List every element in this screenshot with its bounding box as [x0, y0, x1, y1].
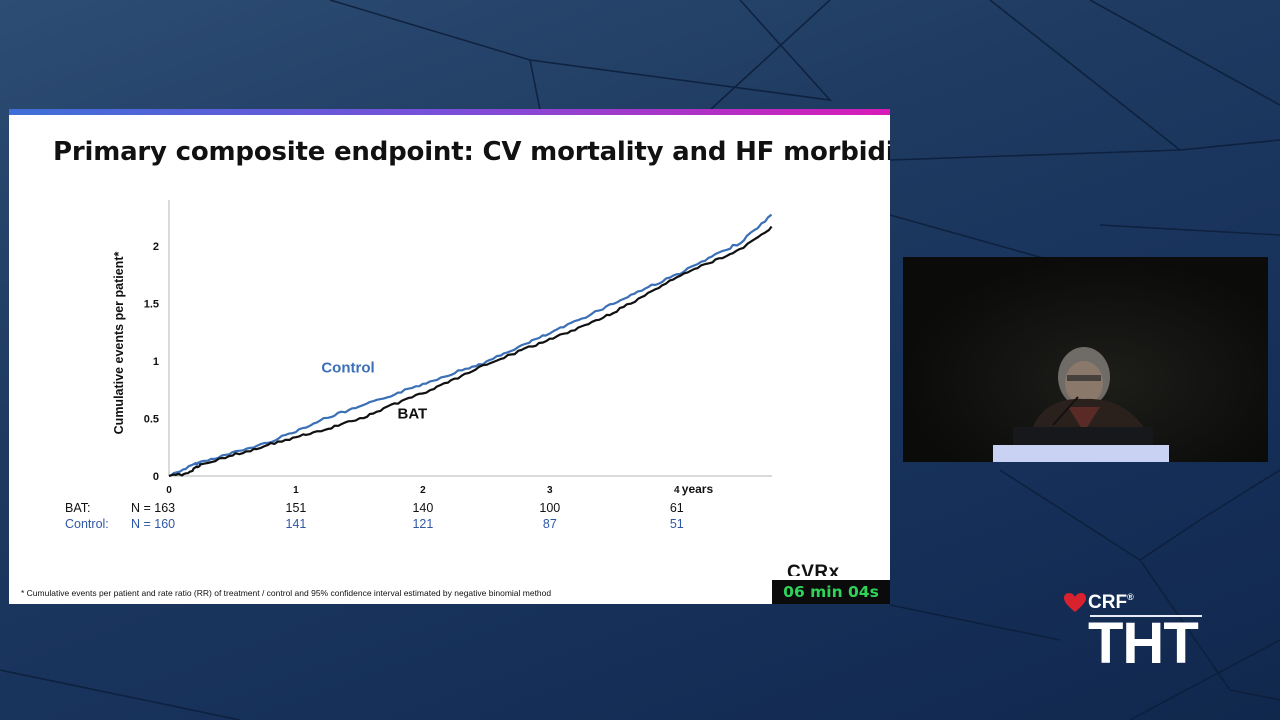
series-label-control: Control [321, 360, 374, 377]
sponsor-logo: CVRx [787, 562, 840, 576]
at-risk-value: 140 [412, 501, 434, 515]
series-label-bat: BAT [398, 406, 428, 423]
y-tick-label: 2 [153, 241, 159, 253]
brand-program: THT [1088, 611, 1199, 676]
heart-icon [1064, 593, 1086, 612]
at-risk-value: 141 [285, 517, 307, 531]
series-line-control [168, 213, 773, 478]
brand-org-text: CRF [1088, 592, 1128, 613]
speaker-video-feed [903, 257, 1268, 462]
x-tick-label: 3 [547, 485, 553, 496]
at-risk-value: 51 [669, 517, 684, 531]
series-line-bat [168, 225, 773, 478]
x-tick-label: 2 [420, 485, 426, 496]
slide-footnote: * Cumulative events per patient and rate… [21, 588, 552, 598]
x-axis-label: years [682, 482, 714, 496]
x-tick-label: 1 [293, 485, 299, 496]
y-tick-label: 1 [153, 356, 159, 368]
at-risk-n-total: N = 163 [131, 501, 176, 515]
x-tick-label: 0 [166, 485, 172, 496]
y-tick-label: 0.5 [144, 414, 159, 426]
crf-tht-logo: CRF® THT [1064, 590, 1204, 676]
at-risk-row-label: Control: [65, 517, 109, 531]
slide-title: Primary composite endpoint: CV mortality… [53, 137, 890, 167]
at-risk-value: 151 [285, 501, 307, 515]
y-tick-label: 1.5 [144, 299, 159, 311]
y-axis-label: Cumulative events per patient* [112, 252, 126, 435]
speaker-figure [993, 347, 1169, 462]
brand-org: CRF® [1088, 592, 1134, 614]
cumulative-events-chart: 0 0.5 1 1.5 2 0 1 2 3 4 years Cumulative events per… [112, 200, 773, 496]
registered-mark: ® [1127, 592, 1134, 602]
presentation-slide: Primary composite endpoint: CV mortality… [9, 109, 890, 604]
x-tick-label: 4 [674, 485, 680, 496]
slide-accent-bar [9, 109, 890, 115]
at-risk-value: 121 [412, 517, 434, 531]
brand-divider [1090, 615, 1202, 617]
at-risk-value: 61 [669, 501, 684, 515]
at-risk-n-total: N = 160 [131, 517, 176, 531]
at-risk-value: 100 [539, 501, 561, 515]
y-tick-label: 0 [153, 471, 159, 483]
presentation-timer: 06 min 04s [772, 580, 890, 604]
at-risk-row-label: BAT: [65, 501, 91, 515]
at-risk-value: 87 [542, 517, 557, 531]
